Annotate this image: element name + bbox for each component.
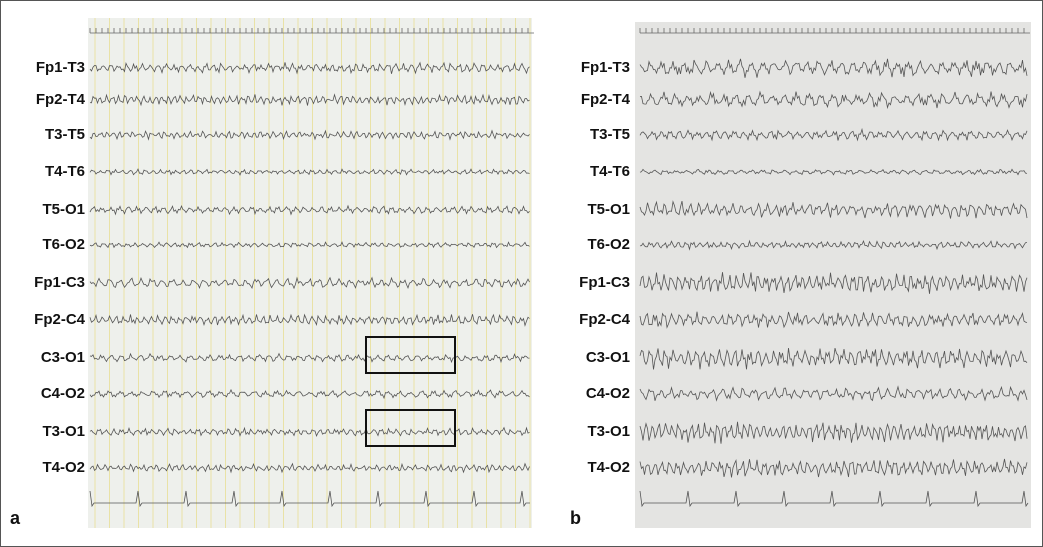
channel-labels: a Fp1-T3 Fp2-T4 T3-T5 T4-T6 T5-O1 T6-O2 Fp1-C3 F… bbox=[10, 59, 631, 528]
ecg-trace bbox=[89, 490, 530, 508]
highlight-box bbox=[365, 336, 456, 374]
channel-label: C3-O1 bbox=[586, 349, 630, 366]
eeg-trace bbox=[639, 200, 1028, 219]
channel-label: T3-O1 bbox=[42, 423, 85, 440]
channel-label: Fp1-C3 bbox=[579, 274, 630, 291]
channel-label: T3-O1 bbox=[587, 423, 630, 440]
channel-label: T6-O2 bbox=[42, 236, 85, 253]
eeg-trace bbox=[89, 313, 530, 327]
channel-label: T5-O1 bbox=[587, 201, 630, 218]
eeg-trace bbox=[89, 462, 530, 474]
channel-label: Fp2-C4 bbox=[34, 311, 85, 328]
eeg-trace bbox=[639, 347, 1028, 370]
eeg-trace bbox=[89, 426, 530, 438]
channel-label: Fp1-T3 bbox=[581, 59, 630, 76]
eeg-trace bbox=[89, 61, 530, 75]
eeg-trace bbox=[639, 168, 1028, 176]
channel-label: Fp2-T4 bbox=[36, 91, 86, 108]
channel-label: Fp2-C4 bbox=[579, 311, 630, 328]
channel-label: C4-O2 bbox=[41, 385, 85, 402]
channel-label: C4-O2 bbox=[586, 385, 630, 402]
eeg-photo-b bbox=[635, 22, 1031, 528]
eeg-trace bbox=[89, 241, 530, 249]
channel-label: T3-T5 bbox=[590, 126, 630, 143]
channel-label: T5-O1 bbox=[42, 201, 85, 218]
channel-label: C3-O1 bbox=[41, 349, 85, 366]
channel-label: Fp1-T3 bbox=[36, 59, 85, 76]
eeg-trace bbox=[89, 93, 530, 107]
eeg-trace bbox=[89, 168, 530, 176]
eeg-trace bbox=[639, 385, 1028, 402]
eeg-trace bbox=[89, 388, 530, 400]
channel-label: T4-T6 bbox=[45, 163, 85, 180]
eeg-traces bbox=[89, 28, 1030, 508]
highlight-box bbox=[365, 409, 456, 447]
eeg-trace bbox=[639, 421, 1028, 444]
panel-label: a bbox=[10, 508, 21, 528]
eeg-trace bbox=[89, 352, 530, 364]
eeg-trace bbox=[639, 272, 1028, 294]
channel-label: T6-O2 bbox=[587, 236, 630, 253]
channel-label: T4-T6 bbox=[590, 163, 630, 180]
eeg-trace bbox=[639, 58, 1028, 78]
eeg-trace bbox=[89, 129, 530, 141]
eeg-trace bbox=[639, 458, 1028, 478]
ecg-trace bbox=[639, 490, 1029, 508]
eeg-trace bbox=[89, 276, 530, 290]
paper-grid bbox=[94, 18, 531, 528]
channel-label: Fp1-C3 bbox=[34, 274, 85, 291]
eeg-photo-a bbox=[88, 18, 532, 528]
channel-label: T4-O2 bbox=[42, 459, 85, 476]
timing-marks bbox=[89, 28, 534, 34]
panel-label: b bbox=[570, 508, 581, 528]
eeg-trace bbox=[639, 90, 1028, 110]
channel-label: T4-O2 bbox=[587, 459, 630, 476]
eeg-trace bbox=[639, 239, 1028, 251]
timing-marks bbox=[639, 28, 1030, 34]
eeg-trace bbox=[639, 311, 1028, 329]
channel-label: Fp2-T4 bbox=[581, 91, 631, 108]
eeg-trace bbox=[639, 127, 1028, 142]
eeg-trace bbox=[89, 204, 530, 216]
channel-label: T3-T5 bbox=[45, 126, 85, 143]
